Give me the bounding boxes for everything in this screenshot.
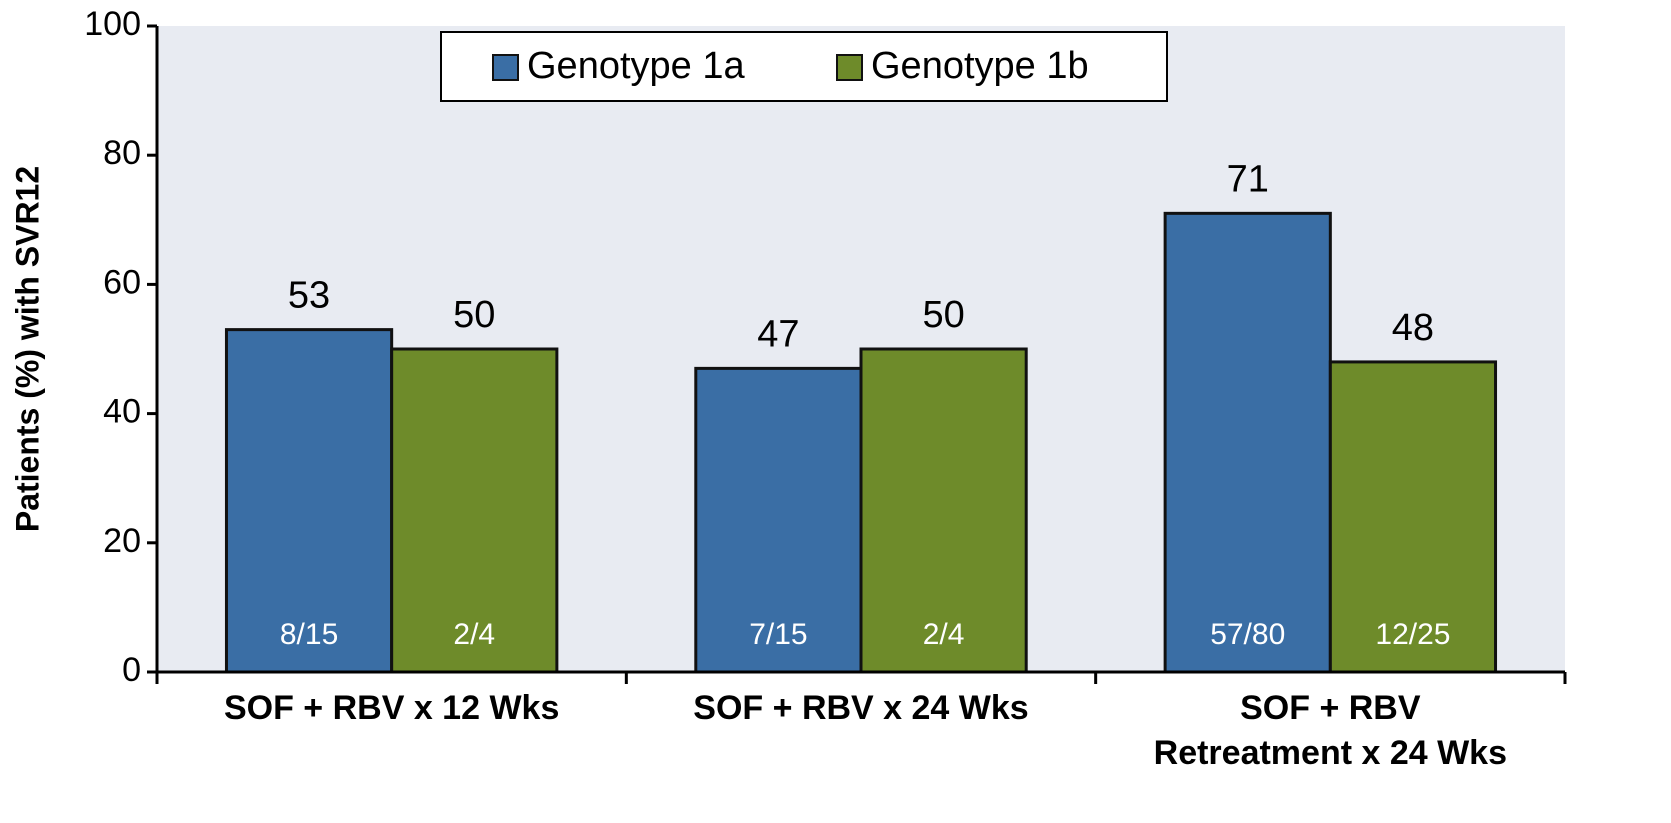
y-tick-label: 60 [103,263,141,301]
count-label: 57/80 [1210,618,1285,651]
count-label: 2/4 [453,618,495,651]
x-tick-label: SOF + RBV x 12 Wks [224,689,559,727]
value-label: 53 [288,275,330,317]
count-label: 8/15 [280,618,338,651]
legend-swatch [836,54,863,81]
count-label: 2/4 [923,618,965,651]
y-tick-label: 20 [103,522,141,560]
value-label: 50 [453,294,495,336]
y-tick-label: 0 [122,651,141,689]
bar [1163,211,1332,674]
y-tick-label: 40 [103,393,141,431]
value-label: 48 [1392,307,1434,349]
count-label: 7/15 [749,618,807,651]
count-label: 12/25 [1375,618,1450,651]
value-label: 50 [922,294,964,336]
legend-label: Genotype 1b [871,45,1089,87]
y-tick-label: 100 [84,5,141,43]
x-tick-label: SOF + RBV Retreatment x 24 Wks [1154,689,1507,772]
value-label: 71 [1227,158,1269,200]
y-tick-label: 80 [103,134,141,172]
legend-box [440,31,1168,102]
legend-swatch [492,54,519,81]
y-axis-label: Patients (%) with SVR12 [9,166,45,532]
legend-label: Genotype 1a [527,45,745,87]
value-label: 47 [757,313,799,355]
x-tick-label: SOF + RBV x 24 Wks [693,689,1028,727]
